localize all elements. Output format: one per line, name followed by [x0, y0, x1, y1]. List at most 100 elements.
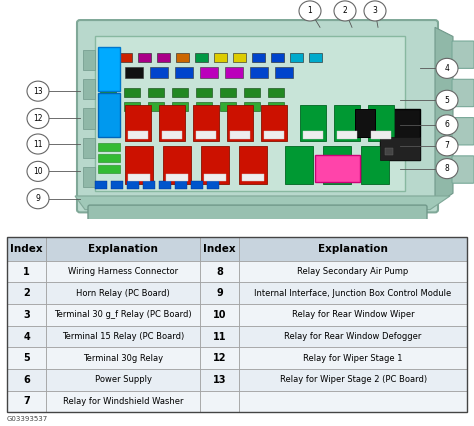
Bar	[7, 237, 46, 261]
Bar	[98, 154, 120, 162]
Bar	[98, 93, 120, 137]
Bar	[285, 146, 313, 184]
Polygon shape	[75, 196, 450, 210]
Bar	[220, 87, 236, 97]
Text: Terminal 30 g_f Relay (PC Board): Terminal 30 g_f Relay (PC Board)	[55, 311, 192, 320]
Bar	[244, 102, 260, 111]
Bar	[98, 165, 120, 173]
Circle shape	[27, 109, 49, 129]
Bar	[204, 174, 226, 181]
Bar	[100, 102, 116, 111]
Text: 11: 11	[213, 331, 227, 342]
Bar	[162, 131, 182, 138]
Text: 2: 2	[23, 288, 30, 298]
Text: 11: 11	[33, 140, 43, 149]
Bar	[275, 66, 293, 78]
Text: 6: 6	[23, 375, 30, 385]
Bar	[315, 155, 360, 182]
Bar	[100, 87, 116, 97]
Text: Power Supply: Power Supply	[95, 375, 152, 384]
Bar	[46, 326, 200, 347]
Bar	[271, 53, 284, 62]
Bar	[124, 87, 140, 97]
Circle shape	[299, 1, 321, 21]
Bar	[385, 148, 393, 155]
Circle shape	[436, 158, 458, 178]
Text: G03393537: G03393537	[7, 416, 48, 422]
Text: 4: 4	[23, 331, 30, 342]
Bar	[239, 369, 467, 391]
Bar	[83, 79, 95, 99]
Text: 9: 9	[36, 194, 40, 203]
Bar	[150, 66, 168, 78]
Bar	[172, 102, 188, 111]
FancyBboxPatch shape	[452, 118, 474, 145]
Text: 2: 2	[343, 6, 347, 15]
Bar	[323, 146, 351, 184]
Bar	[200, 326, 239, 347]
Bar	[227, 105, 253, 141]
Text: 8: 8	[445, 164, 449, 173]
Text: 4: 4	[445, 64, 449, 73]
Text: Relay for Wiper Stage 2 (PC Board): Relay for Wiper Stage 2 (PC Board)	[280, 375, 427, 384]
Bar	[242, 174, 264, 181]
Text: 6: 6	[445, 121, 449, 130]
Bar	[200, 304, 239, 326]
Text: 10: 10	[213, 310, 227, 320]
Bar	[200, 282, 239, 304]
Bar	[125, 66, 143, 78]
Bar	[83, 50, 95, 70]
Bar	[143, 181, 155, 189]
Bar	[207, 181, 219, 189]
Bar	[239, 282, 467, 304]
Bar	[196, 102, 212, 111]
Bar	[138, 53, 151, 62]
Text: 13: 13	[33, 86, 43, 96]
Bar	[264, 131, 284, 138]
Bar	[98, 47, 120, 91]
Bar	[309, 53, 322, 62]
Bar	[98, 143, 120, 151]
Text: 7: 7	[23, 397, 30, 406]
Text: Relay for Windshield Washer: Relay for Windshield Washer	[63, 397, 183, 406]
Circle shape	[27, 134, 49, 154]
Bar	[7, 326, 46, 347]
Bar	[239, 304, 467, 326]
Text: 1: 1	[308, 6, 312, 15]
Bar	[225, 66, 243, 78]
Bar	[200, 347, 239, 369]
Bar	[252, 53, 265, 62]
Bar	[148, 87, 164, 97]
Bar	[172, 87, 188, 97]
Text: Terminal 15 Relay (PC Board): Terminal 15 Relay (PC Board)	[62, 332, 184, 341]
Bar	[239, 391, 467, 412]
Text: 12: 12	[33, 114, 43, 123]
Bar	[193, 105, 219, 141]
Bar	[201, 146, 229, 184]
Bar	[7, 304, 46, 326]
Bar	[127, 181, 139, 189]
Bar	[95, 181, 107, 189]
Bar	[166, 174, 188, 181]
Text: 9: 9	[217, 288, 223, 298]
Bar	[159, 181, 171, 189]
Circle shape	[27, 81, 49, 101]
Bar	[119, 53, 132, 62]
Bar	[196, 131, 216, 138]
Text: 10: 10	[33, 167, 43, 176]
Bar	[220, 102, 236, 111]
Bar	[334, 105, 360, 141]
Bar	[355, 109, 375, 137]
Bar	[125, 105, 151, 141]
Bar	[239, 347, 467, 369]
Text: Explanation: Explanation	[88, 244, 158, 254]
Bar	[83, 109, 95, 129]
Bar	[214, 53, 227, 62]
Bar	[200, 391, 239, 412]
Circle shape	[27, 189, 49, 209]
Bar	[244, 87, 260, 97]
Bar	[7, 237, 467, 412]
Bar	[175, 181, 187, 189]
Text: Horn Relay (PC Board): Horn Relay (PC Board)	[76, 289, 170, 298]
Bar	[128, 131, 148, 138]
